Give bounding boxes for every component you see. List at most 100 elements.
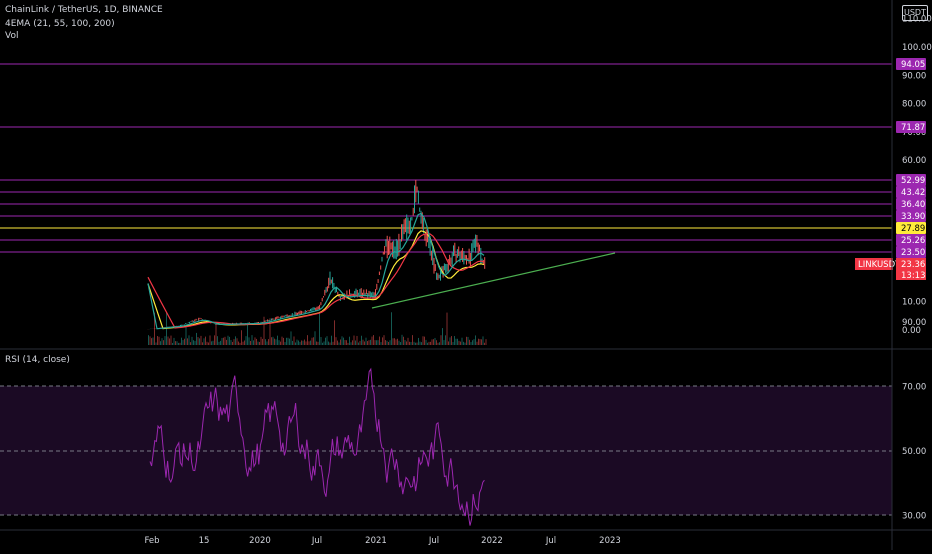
volume-bar: [355, 341, 356, 345]
rsi-axis-label: 50.00: [902, 447, 926, 457]
horizontal-levels[interactable]: [0, 64, 892, 252]
ema-indicator-legend[interactable]: 4EMA (21, 55, 100, 200): [5, 19, 115, 29]
volume-bar: [234, 339, 235, 345]
currency-button[interactable]: USDT: [902, 5, 928, 21]
volume-bar: [361, 336, 362, 345]
volume-bar: [186, 325, 187, 345]
volume-bar: [378, 340, 379, 345]
volume-bar: [366, 338, 367, 345]
volume-bar: [430, 342, 431, 345]
level-tag-label: 25.26: [901, 236, 925, 246]
volume-bar: [168, 337, 169, 345]
level-tag-label: 23.50: [901, 248, 925, 258]
symbol-tag-label: LINKUSDT: [858, 260, 901, 270]
volume-bar: [198, 337, 199, 345]
volume-bar: [268, 339, 269, 345]
volume-bar: [159, 337, 160, 345]
volume-bar: [424, 337, 425, 345]
volume-bar: [436, 340, 437, 345]
volume-bar: [456, 339, 457, 345]
volume-bar: [196, 333, 197, 345]
time-axis-label: 2023: [599, 536, 621, 546]
volume-bar: [448, 341, 449, 345]
volume-bar: [429, 342, 430, 345]
volume-bar: [205, 337, 206, 345]
price-tags: 94.0571.8752.9943.4236.4033.9027.8925.26…: [855, 58, 926, 281]
level-tag-label: 52.99: [901, 176, 925, 186]
volume-bar: [276, 339, 277, 345]
volume-bar: [438, 343, 439, 345]
volume-bar: [381, 342, 382, 345]
volume-bar: [240, 343, 241, 345]
volume-bar: [279, 340, 280, 345]
volume-bar: [411, 342, 412, 345]
rsi-axis-label: 70.00: [902, 383, 926, 393]
time-axis-label: 2020: [249, 536, 271, 546]
volume-bar: [265, 339, 266, 345]
volume-bar: [246, 336, 247, 345]
volume-bar: [235, 336, 236, 345]
volume-bar: [286, 338, 287, 345]
volume-bar: [232, 342, 233, 345]
volume-bar: [402, 335, 403, 345]
level-tag-label: 71.87: [901, 123, 925, 133]
volume-bar: [192, 337, 193, 345]
volume-bar: [358, 343, 359, 345]
volume-bar: [291, 331, 292, 345]
volume-bar: [441, 335, 442, 345]
volume-bar: [451, 336, 452, 345]
volume-bar: [336, 337, 337, 345]
volume-indicator-legend[interactable]: Vol: [5, 31, 18, 41]
countdown-label: 13:13: [901, 271, 926, 281]
volume-bar: [250, 341, 251, 345]
volume-bar: [324, 341, 325, 345]
volume-bar: [397, 339, 398, 345]
volume-bar: [243, 342, 244, 345]
volume-bar: [258, 342, 259, 345]
volume-bar: [261, 337, 262, 345]
volume-bar: [460, 342, 461, 345]
volume-bar: [331, 336, 332, 345]
volume-bar: [309, 341, 310, 345]
volume-bar: [396, 339, 397, 345]
volume-bar: [313, 337, 314, 345]
volume-bar: [297, 340, 298, 345]
volume-bar: [352, 340, 353, 345]
trendline[interactable]: [372, 253, 615, 308]
price-axis-label: 90.00: [902, 71, 926, 81]
volume-bar: [177, 341, 178, 345]
rsi-indicator-legend[interactable]: RSI (14, close): [5, 355, 70, 365]
volume-bar: [432, 339, 433, 345]
volume-bar: [262, 339, 263, 345]
price-series: [148, 180, 485, 329]
level-tag-label: 43.42: [901, 188, 925, 198]
volume-bar: [412, 335, 413, 345]
price-axis-label: 80.00: [902, 100, 926, 110]
volume-bar: [178, 343, 179, 345]
volume-bar: [330, 343, 331, 345]
time-axis[interactable]: Feb 15 2020 Jul 2021 Jul 2022 Jul 2023: [144, 536, 620, 546]
volume-bar: [238, 342, 239, 345]
volume-bar: [333, 342, 334, 345]
volume-bar: [379, 337, 380, 345]
volume-bar: [307, 335, 308, 345]
volume-bar: [348, 343, 349, 345]
volume-bar: [148, 335, 149, 345]
volume-bar: [444, 340, 445, 345]
volume-bar: [247, 324, 248, 345]
volume-bar: [315, 331, 316, 345]
volume-bar: [370, 340, 371, 345]
symbol-title[interactable]: ChainLink / TetherUS, 1D, BINANCE: [5, 5, 163, 15]
volume-bar: [199, 338, 200, 345]
volume-bar: [220, 341, 221, 345]
volume-bar: [288, 338, 289, 345]
volume-bar: [477, 342, 478, 345]
volume-bar: [282, 337, 283, 345]
volume-bar: [253, 340, 254, 345]
volume-bar: [418, 338, 419, 345]
volume-bar: [360, 341, 361, 345]
volume-bar: [462, 338, 463, 345]
volume-bar: [217, 336, 218, 345]
